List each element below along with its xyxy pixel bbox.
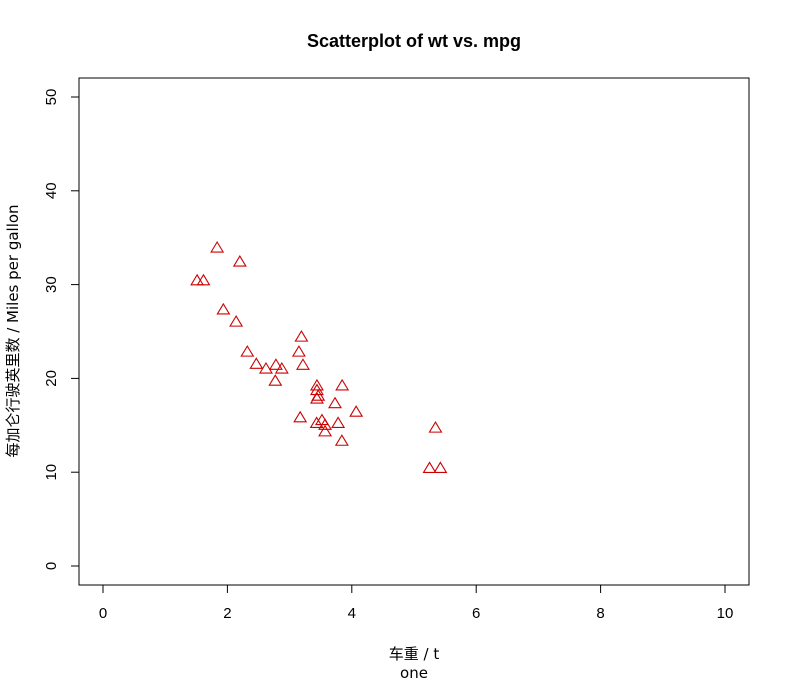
data-point xyxy=(274,361,289,374)
data-point xyxy=(422,461,437,473)
data-point xyxy=(196,273,211,286)
data-point xyxy=(294,330,309,342)
data-point xyxy=(309,378,324,391)
data-point xyxy=(268,374,283,386)
data-point xyxy=(232,255,247,267)
data-point xyxy=(216,302,231,315)
data-point xyxy=(190,273,205,286)
data-point xyxy=(210,240,225,253)
data-point xyxy=(428,421,443,433)
y-axis-label: 每加仑行驶英里数 / Miles per gallon xyxy=(4,204,22,457)
x-tick-label: 6 xyxy=(472,605,480,622)
y-tick-label: 0 xyxy=(43,562,60,570)
data-point xyxy=(229,315,244,327)
y-tick-label: 20 xyxy=(43,370,60,387)
y-tick-label: 30 xyxy=(43,276,60,293)
data-point xyxy=(296,358,310,370)
data-point xyxy=(318,424,333,437)
data-point xyxy=(335,378,350,391)
x-axis: 0 2 4 6 8 10 xyxy=(99,584,734,622)
x-axis-label: 车重 / t xyxy=(389,645,440,663)
data-point xyxy=(293,410,308,423)
x-tick-label: 10 xyxy=(717,605,734,622)
y-tick-label: 40 xyxy=(43,182,60,199)
data-point xyxy=(331,416,346,428)
x-tick-label: 2 xyxy=(223,605,231,622)
y-tick-label: 50 xyxy=(43,89,60,106)
x-tick-label: 4 xyxy=(348,605,356,622)
data-point xyxy=(291,345,306,357)
data-point xyxy=(334,434,349,446)
plot-frame xyxy=(78,77,750,586)
data-point xyxy=(328,396,342,409)
y-tick-label: 10 xyxy=(43,464,60,481)
x-axis-sublabel: one xyxy=(400,664,428,682)
data-point xyxy=(433,461,448,473)
chart-title: Scatterplot of wt vs. mpg xyxy=(307,31,521,51)
data-point xyxy=(258,361,273,374)
data-point xyxy=(240,345,255,357)
data-point xyxy=(309,416,324,428)
data-points xyxy=(190,240,448,473)
data-point xyxy=(318,418,333,430)
y-axis: 0 10 20 30 40 50 xyxy=(43,89,80,570)
x-tick-label: 0 xyxy=(99,605,107,622)
data-point xyxy=(268,358,283,370)
x-tick-label: 8 xyxy=(596,605,604,622)
data-point xyxy=(309,391,324,404)
data-point xyxy=(249,357,264,369)
data-point xyxy=(349,405,364,417)
